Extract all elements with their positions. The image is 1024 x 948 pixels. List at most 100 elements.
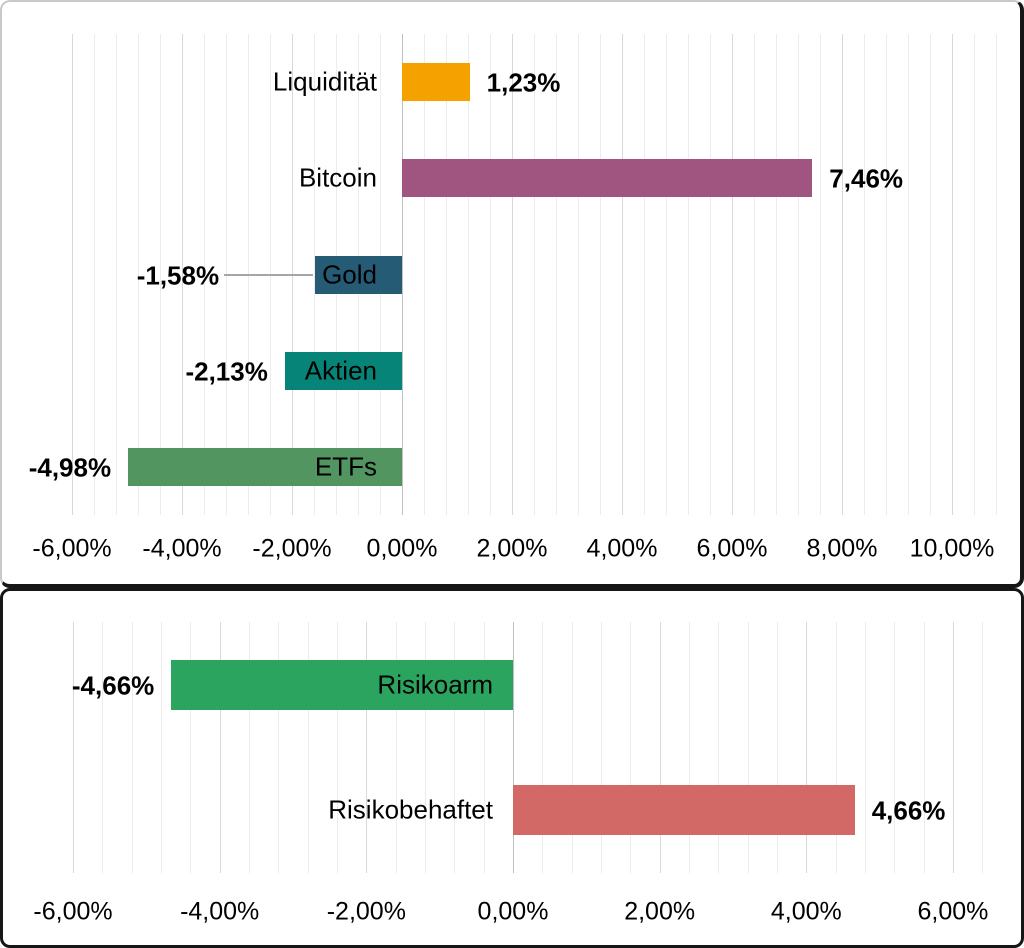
minor-gridline: [490, 34, 491, 515]
major-gridline: [842, 34, 843, 515]
major-gridline: [73, 622, 75, 873]
minor-gridline: [688, 622, 690, 873]
x-axis-tick-label: -4,00%: [180, 897, 260, 926]
minor-gridline: [94, 34, 95, 515]
minor-gridline: [425, 622, 426, 873]
minor-gridline: [747, 622, 749, 873]
major-gridline: [806, 622, 808, 873]
x-axis-tick-label: 2,00%: [476, 534, 548, 563]
minor-gridline: [337, 622, 338, 873]
minor-gridline: [930, 34, 931, 515]
minor-gridline: [908, 34, 909, 515]
minor-gridline: [446, 34, 447, 515]
category-label-risikoarm: Risikoarm: [377, 669, 493, 700]
minor-gridline: [278, 622, 280, 873]
major-gridline: [512, 34, 513, 515]
minor-gridline: [556, 34, 557, 515]
minor-gridline: [454, 622, 456, 873]
x-axis-tick-label: 4,00%: [586, 534, 658, 563]
minor-gridline: [534, 34, 535, 515]
value-label-liquidität: 1,23%: [486, 67, 561, 98]
major-gridline: [72, 34, 73, 515]
minor-gridline: [131, 622, 133, 873]
minor-gridline: [314, 34, 315, 515]
category-label-etfs: ETFs: [314, 451, 377, 482]
major-gridline: [366, 622, 368, 873]
minor-gridline: [820, 34, 821, 515]
x-axis-tick-label: -4,00%: [142, 534, 222, 563]
minor-gridline: [190, 622, 192, 873]
minor-gridline: [630, 622, 632, 873]
minor-gridline: [886, 34, 887, 515]
minor-gridline: [138, 34, 139, 515]
category-label-aktien: Aktien: [304, 355, 377, 386]
minor-gridline: [923, 622, 925, 873]
minor-gridline: [835, 622, 837, 873]
major-gridline: [952, 622, 954, 873]
x-axis-tick-label: 10,00%: [909, 534, 995, 563]
minor-gridline: [776, 34, 777, 515]
minor-gridline: [483, 622, 485, 873]
category-label-bitcoin: Bitcoin: [298, 163, 377, 193]
major-gridline: [622, 34, 623, 515]
major-gridline: [732, 34, 733, 515]
x-axis-tick-label: 4,00%: [770, 897, 842, 926]
minor-gridline: [974, 34, 975, 515]
minor-gridline: [754, 34, 755, 515]
axis-zero-gridline: [513, 622, 514, 873]
category-label-gold: Gold: [322, 259, 377, 290]
major-gridline: [182, 34, 183, 515]
x-axis-tick-label: 0,00%: [366, 534, 438, 563]
bar-risikoarm: [171, 659, 513, 710]
minor-gridline: [571, 622, 573, 873]
category-label-liquidität: Liquidität: [272, 66, 377, 97]
minor-gridline: [160, 34, 161, 515]
x-axis-tick-label: 6,00%: [696, 534, 768, 563]
minor-gridline: [395, 622, 397, 873]
x-axis-tick-label: -6,00%: [32, 534, 112, 563]
bar-bitcoin: [402, 159, 813, 198]
bar-aktien: [284, 351, 402, 390]
bar-risikobehaftet: [513, 785, 855, 836]
category-label-risikobehaftet: Risikobehaftet: [328, 794, 493, 825]
minor-gridline: [204, 34, 205, 515]
minor-gridline: [644, 34, 645, 515]
x-axis-tick-label: 0,00%: [477, 897, 549, 926]
minor-gridline: [864, 34, 865, 515]
minor-gridline: [578, 34, 579, 515]
minor-gridline: [710, 34, 711, 515]
leader-line-gold: [224, 273, 314, 276]
value-label-etfs: -4,98%: [28, 452, 112, 483]
minor-gridline: [864, 622, 866, 873]
minor-gridline: [307, 622, 309, 873]
major-gridline: [659, 622, 661, 873]
value-label-bitcoin: 7,46%: [829, 164, 904, 194]
minor-gridline: [982, 622, 984, 873]
minor-gridline: [542, 622, 544, 873]
minor-gridline: [776, 622, 778, 873]
asset-performance-chart-panel: Liquidität 1,23% Bitcoin 7,46% Gold -1,58% Akt…: [0, 0, 1024, 588]
minor-gridline: [688, 34, 689, 515]
minor-gridline: [996, 34, 997, 515]
x-axis-tick-label: 6,00%: [917, 897, 989, 926]
x-axis-tick-label: 2,00%: [624, 897, 696, 926]
minor-gridline: [600, 622, 602, 873]
value-label-risikoarm: -4,66%: [71, 670, 155, 701]
major-gridline: [952, 34, 953, 515]
minor-gridline: [718, 622, 720, 873]
bar-liquidität: [402, 63, 470, 102]
x-axis-tick-label: -2,00%: [252, 534, 332, 563]
minor-gridline: [102, 622, 104, 873]
minor-gridline: [116, 34, 117, 515]
value-label-risikobehaftet: 4,66%: [871, 795, 946, 826]
x-axis-tick-label: -2,00%: [326, 897, 406, 926]
minor-gridline: [468, 34, 469, 515]
minor-gridline: [894, 622, 896, 873]
bar-gold: [315, 255, 402, 294]
x-axis-tick-label: 8,00%: [806, 534, 878, 563]
minor-gridline: [161, 622, 163, 873]
minor-gridline: [798, 34, 799, 515]
x-axis-tick-label: -6,00%: [33, 897, 113, 926]
minor-gridline: [600, 34, 601, 515]
major-gridline: [219, 622, 221, 873]
